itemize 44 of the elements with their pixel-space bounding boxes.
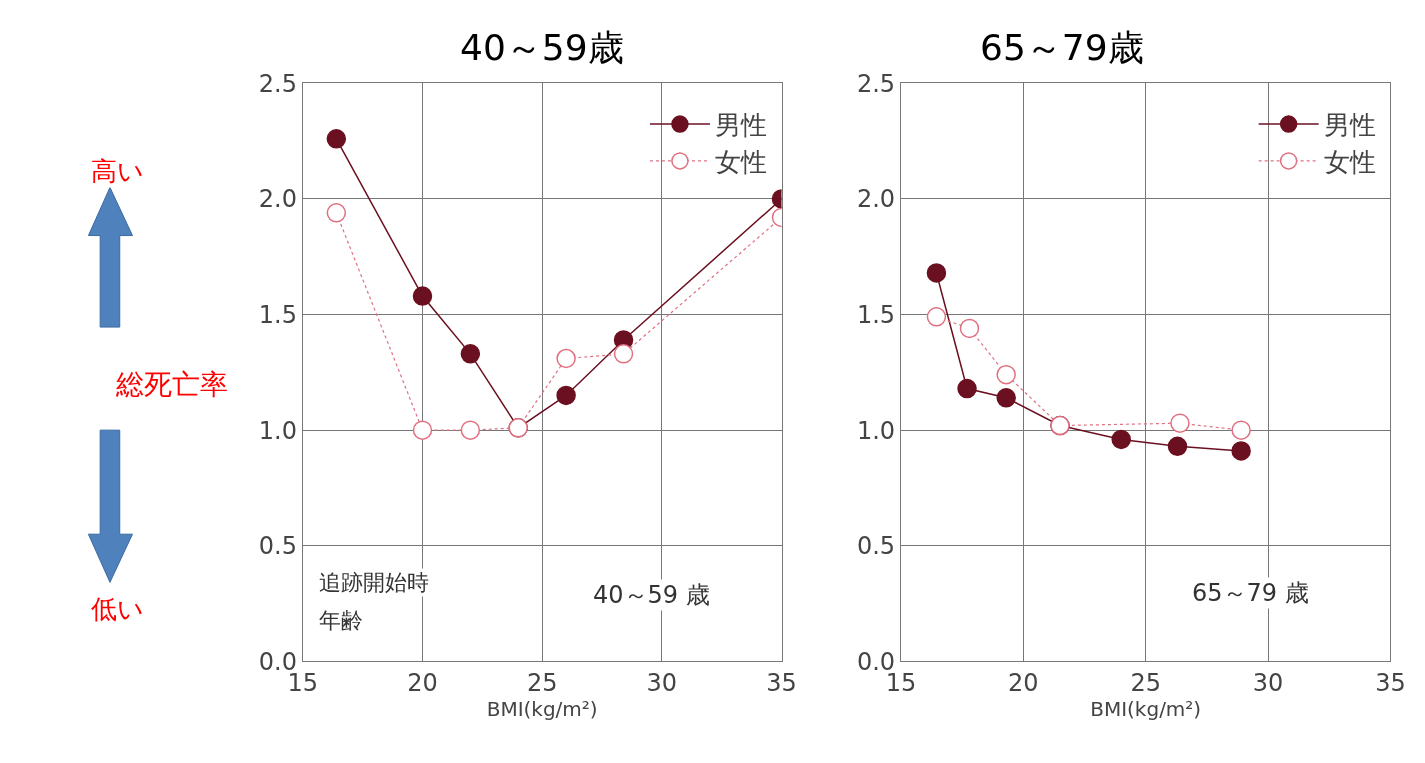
point (1111, 429, 1131, 450)
legend-label: 女性 (714, 147, 767, 178)
x-tick-label: 25 (526, 669, 558, 698)
x-axis-title: BMI(kg/m²) (1090, 697, 1202, 722)
point (613, 344, 634, 364)
x-axis-title: BMI(kg/m²) (486, 697, 598, 722)
y-tick-label: 2.0 (258, 185, 298, 214)
y-tick-label: 1.5 (258, 300, 298, 329)
annotation: 65～79 歳 (1192, 579, 1309, 607)
y-tick-label: 2.5 (258, 69, 298, 98)
point (1231, 441, 1251, 461)
x-tick-label: 35 (766, 669, 797, 698)
text: 高い (91, 156, 144, 186)
point (1167, 436, 1188, 457)
point (926, 263, 947, 283)
legend-label: 男性 (1323, 110, 1376, 141)
legend-label: 男性 (714, 110, 767, 141)
y-tick-label: 1.0 (258, 416, 298, 445)
x-tick-label: 30 (1252, 669, 1284, 698)
chart-title: 40～59歳 (460, 27, 624, 68)
point (556, 385, 576, 406)
y-tick-label: 1.0 (856, 416, 896, 445)
annotation: 40～59 歳 (593, 581, 710, 609)
annotation: 年齢 (319, 608, 363, 633)
chart-title: 65～79歳 (980, 27, 1144, 68)
y-tick-label: 0.5 (258, 532, 298, 561)
text: 低い (91, 594, 144, 624)
y-tick-label: 2.5 (856, 69, 896, 98)
y-tick-label: 2.0 (856, 185, 896, 214)
y-tick-label: 0.5 (856, 532, 896, 561)
x-tick-label: 25 (1130, 669, 1161, 698)
x-tick-label: 20 (1008, 669, 1039, 698)
point (412, 286, 433, 306)
x-tick-label: 20 (407, 669, 438, 698)
point (326, 129, 347, 149)
point (957, 378, 977, 399)
point (460, 344, 481, 364)
y-axis-title: 総死亡率 (115, 368, 228, 401)
x-tick-label: 30 (646, 669, 678, 698)
y-tick-label: 1.5 (856, 300, 896, 329)
annotation: 追跡開始時 (319, 570, 429, 595)
point (996, 388, 1016, 408)
x-tick-label: 35 (1375, 669, 1406, 698)
legend-label: 女性 (1323, 147, 1376, 178)
